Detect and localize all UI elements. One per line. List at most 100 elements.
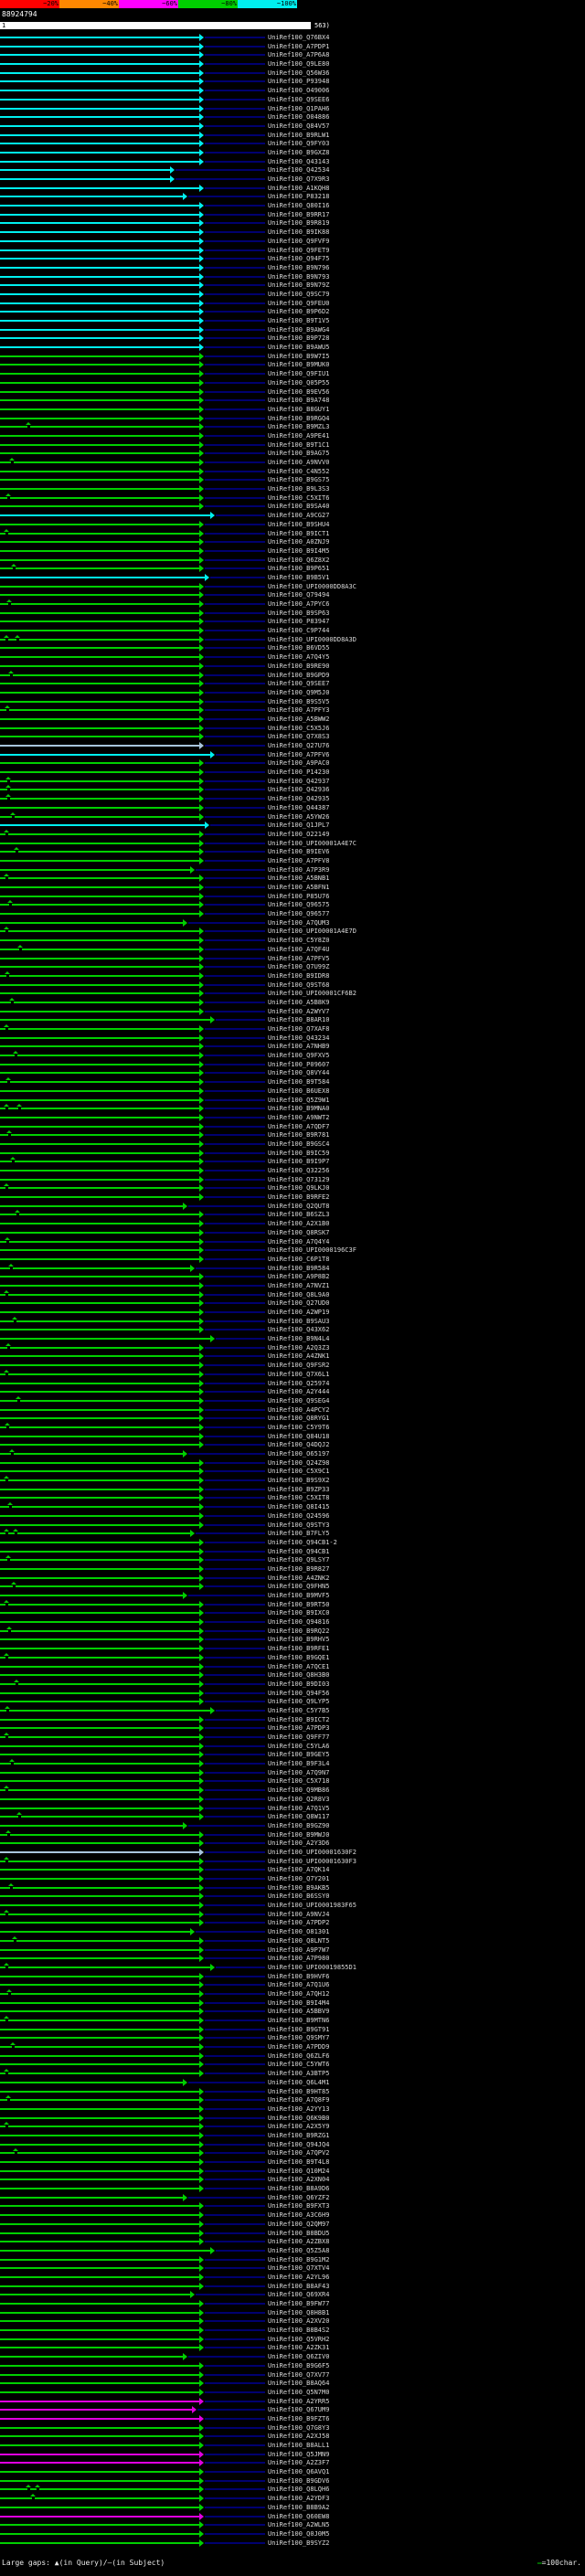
hit-label[interactable]: UniRef100_A7PDP1 — [268, 42, 330, 50]
hit-row[interactable]: UniRef100_A5BWW2 — [0, 715, 585, 724]
hit-label[interactable]: UniRef100_B9A748 — [268, 397, 330, 405]
hit-row[interactable]: UniRef100_A4PCY2 — [0, 1405, 585, 1415]
hit-label[interactable]: UniRef100_B8ALL1 — [268, 2442, 330, 2449]
hit-label[interactable]: UniRef100_Q0J0M5 — [268, 2529, 330, 2538]
hit-label[interactable]: UniRef100_O65197 — [268, 1450, 330, 1458]
hit-label[interactable]: UniRef100_Q7X6L1 — [268, 1370, 330, 1378]
hit-row[interactable]: UniRef100_C5X5J6 — [0, 724, 585, 733]
hit-row[interactable]: UniRef100_B9GQE1 — [0, 1652, 585, 1662]
hit-label[interactable]: UniRef100_A7P3R9 — [268, 865, 330, 874]
hit-label[interactable]: UniRef100_Q60EW8 — [268, 2512, 330, 2520]
hit-label[interactable]: UniRef100_Q67UM9 — [268, 2406, 330, 2414]
hit-label[interactable]: UniRef100_Q9LSY7 — [268, 1556, 330, 1564]
hit-row[interactable]: UniRef100_Q6ZIV0 — [0, 2352, 585, 2361]
hit-row[interactable]: UniRef100_Q5N7M0 — [0, 2388, 585, 2397]
hit-label[interactable]: UniRef100_A2Q3Z3 — [268, 1343, 330, 1352]
hit-row[interactable]: UniRef100_UPI00001A4E7D — [0, 927, 585, 936]
hit-row[interactable]: UniRef100_A5B8K9 — [0, 997, 585, 1007]
hit-label[interactable]: UniRef100_B9MVF5 — [268, 1592, 330, 1599]
hit-row[interactable]: UniRef100_C9P744 — [0, 626, 585, 635]
hit-row[interactable]: UniRef100_A9PAC0 — [0, 758, 585, 768]
hit-row[interactable]: UniRef100_UPI00019855D1 — [0, 1962, 585, 1972]
hit-row[interactable]: UniRef100_Q9SC79 — [0, 290, 585, 299]
hit-row[interactable]: UniRef100_Q2QM97 — [0, 2220, 585, 2229]
hit-row[interactable]: UniRef100_A9NVV0 — [0, 458, 585, 467]
hit-row[interactable]: UniRef100_Q5Z9W1 — [0, 1096, 585, 1105]
hit-row[interactable]: UniRef100_A2YY13 — [0, 2104, 585, 2114]
hit-row[interactable]: UniRef100_Q44387 — [0, 803, 585, 812]
hit-row[interactable]: UniRef100_B9R781 — [0, 1130, 585, 1140]
hit-row[interactable]: UniRef100_Q6YZF2 — [0, 2193, 585, 2202]
hit-row[interactable]: UniRef100_P85U76 — [0, 892, 585, 901]
hit-row[interactable]: UniRef100_B9RGQ4 — [0, 414, 585, 423]
hit-row[interactable]: UniRef100_Q9FY03 — [0, 139, 585, 148]
hit-label[interactable]: UniRef100_Q94CB1 — [268, 1547, 330, 1555]
hit-row[interactable]: UniRef100_C5X9C1 — [0, 1467, 585, 1476]
hit-row[interactable]: UniRef100_B6SSY0 — [0, 1892, 585, 1901]
hit-row[interactable]: UniRef100_B9GSC4 — [0, 1140, 585, 1149]
hit-label[interactable]: UniRef100_B9GEY5 — [268, 1751, 330, 1759]
hit-row[interactable]: UniRef100_UPI0001983F65 — [0, 1901, 585, 1910]
hit-label[interactable]: UniRef100_Q24596 — [268, 1511, 330, 1520]
hit-label[interactable]: UniRef100_A2YRR5 — [268, 2397, 330, 2405]
hit-row[interactable]: UniRef100_A7P980 — [0, 1954, 585, 1963]
hit-row[interactable]: UniRef100_Q05P55 — [0, 378, 585, 387]
hit-label[interactable]: UniRef100_A7Q4Y4 — [268, 1237, 330, 1246]
hit-label[interactable]: UniRef100_B9R819 — [268, 219, 330, 228]
hit-row[interactable]: UniRef100_P83947 — [0, 617, 585, 626]
hit-label[interactable]: UniRef100_B9IEV6 — [268, 848, 330, 856]
hit-row[interactable]: UniRef100_B9L3S3 — [0, 484, 585, 493]
hit-label[interactable]: UniRef100_Q9SC79 — [268, 290, 330, 298]
hit-label[interactable]: UniRef100_UPI00019855D1 — [268, 1963, 356, 1971]
hit-label[interactable]: UniRef100_Q6L4M1 — [268, 2078, 330, 2086]
hit-row[interactable]: UniRef100_B9P651 — [0, 564, 585, 573]
hit-label[interactable]: UniRef100_A7PFY3 — [268, 706, 330, 715]
hit-label[interactable]: UniRef100_Q80I16 — [268, 202, 330, 210]
hit-label[interactable]: UniRef100_B9G6F5 — [268, 2361, 330, 2369]
hit-label[interactable]: UniRef100_B9RHV5 — [268, 1636, 330, 1644]
hit-row[interactable]: UniRef100_UPI00001A4E7C — [0, 839, 585, 848]
hit-row[interactable]: UniRef100_B8B9A2 — [0, 2503, 585, 2512]
hit-label[interactable]: UniRef100_UPI0001983F65 — [268, 1902, 356, 1910]
hit-label[interactable]: UniRef100_B8GUY1 — [268, 405, 330, 413]
hit-row[interactable]: UniRef100_B9F3L4 — [0, 1759, 585, 1768]
hit-label[interactable]: UniRef100_Q7XV77 — [268, 2370, 330, 2379]
hit-row[interactable]: UniRef100_A5YW26 — [0, 811, 585, 822]
hit-label[interactable]: UniRef100_Q6YZF2 — [268, 2193, 330, 2201]
hit-label[interactable]: UniRef100_B9AG75 — [268, 450, 330, 458]
hit-row[interactable]: UniRef100_O65197 — [0, 1449, 585, 1458]
hit-label[interactable]: UniRef100_B9N79Z — [268, 281, 330, 290]
hit-row[interactable]: UniRef100_Q24596 — [0, 1511, 585, 1521]
hit-row[interactable]: UniRef100_C5XIT8 — [0, 1493, 585, 1502]
hit-row[interactable]: UniRef100_UPI00001630F3 — [0, 1856, 585, 1866]
hit-row[interactable]: UniRef100_Q8I415 — [0, 1502, 585, 1511]
hit-label[interactable]: UniRef100_B9T584 — [268, 1078, 330, 1087]
hit-label[interactable]: UniRef100_A5BFN1 — [268, 884, 330, 891]
hit-label[interactable]: UniRef100_B9R781 — [268, 1131, 330, 1140]
hit-row[interactable]: UniRef100_B9N796 — [0, 263, 585, 272]
hit-label[interactable]: UniRef100_A5BWW2 — [268, 715, 330, 723]
hit-row[interactable]: UniRef100_O49006 — [0, 86, 585, 95]
hit-row[interactable]: UniRef100_A7NVZ1 — [0, 1281, 585, 1290]
hit-row[interactable]: UniRef100_Q1JPL7 — [0, 821, 585, 830]
hit-label[interactable]: UniRef100_A5BNB1 — [268, 875, 330, 883]
hit-row[interactable]: UniRef100_A2X1B0 — [0, 1219, 585, 1228]
hit-label[interactable]: UniRef100_Q2QUT8 — [268, 1202, 330, 1210]
hit-row[interactable]: UniRef100_B9RLW1 — [0, 131, 585, 140]
hit-row[interactable]: UniRef100_Q94CB1 — [0, 1547, 585, 1556]
hit-label[interactable]: UniRef100_Q9SEE6 — [268, 95, 330, 103]
hit-row[interactable]: UniRef100_A7QH12 — [0, 1988, 585, 1998]
hit-label[interactable]: UniRef100_C5X9C1 — [268, 1468, 330, 1476]
hit-label[interactable]: UniRef100_B8AR10 — [268, 1016, 330, 1024]
hit-row[interactable]: UniRef100_UPI00001CF6B2 — [0, 989, 585, 998]
hit-row[interactable]: UniRef100_B9R819 — [0, 218, 585, 228]
hit-label[interactable]: UniRef100_B9FW77 — [268, 2300, 330, 2307]
hit-row[interactable]: UniRef100_A7Q4Y4 — [0, 1236, 585, 1246]
hit-row[interactable]: UniRef100_B8ALL1 — [0, 2441, 585, 2450]
hit-label[interactable]: UniRef100_Q6ZIV0 — [268, 2353, 330, 2361]
hit-label[interactable]: UniRef100_B9G1M2 — [268, 2255, 330, 2263]
hit-label[interactable]: UniRef100_A3BTP5 — [268, 2070, 330, 2078]
hit-label[interactable]: UniRef100_B9GDV6 — [268, 2476, 330, 2485]
hit-row[interactable]: UniRef100_B9GEY5 — [0, 1750, 585, 1759]
hit-row[interactable]: UniRef100_UPI0000DD8A3C — [0, 582, 585, 591]
